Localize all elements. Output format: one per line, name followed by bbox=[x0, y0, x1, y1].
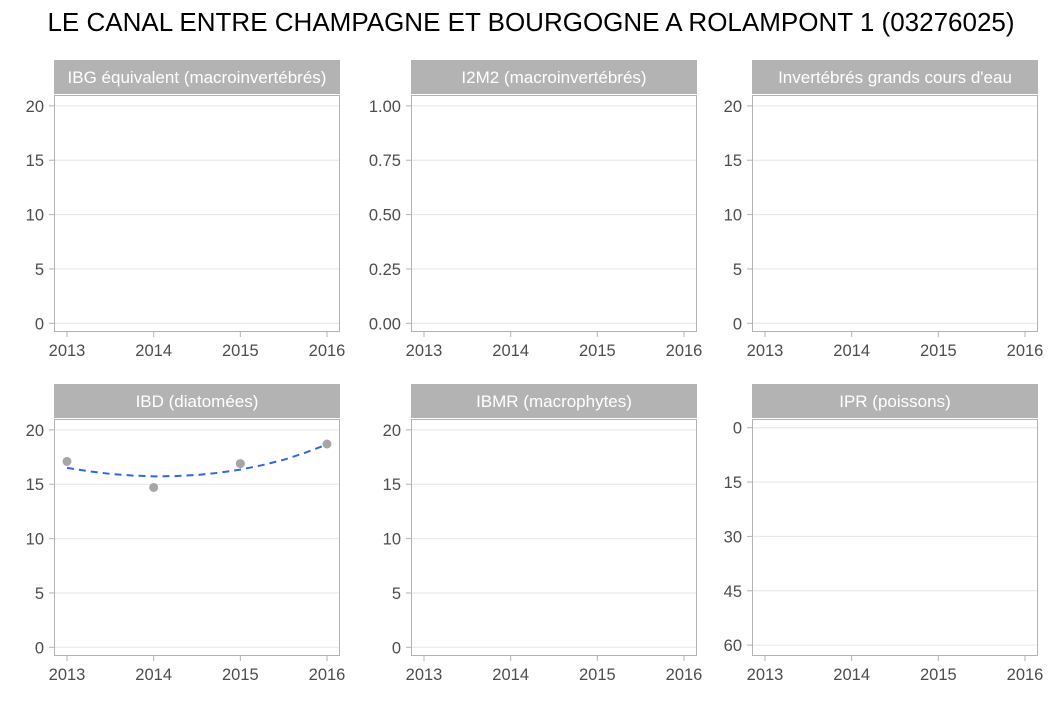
y-tick-label: 15 bbox=[724, 152, 742, 170]
x-tick-label: 2016 bbox=[1007, 342, 1044, 360]
panel-6: IPR (poissons) 0 15 30 45 60 2013 2014 2015 2016 bbox=[724, 384, 1044, 684]
panel-border bbox=[411, 419, 697, 656]
panel-strip bbox=[54, 384, 340, 418]
y-tick-label: 0 bbox=[35, 315, 44, 333]
data-point bbox=[235, 459, 245, 469]
figure-title: LE CANAL ENTRE CHAMPAGNE ET BOURGOGNE A … bbox=[47, 7, 1014, 37]
panel-strip bbox=[54, 60, 340, 94]
y-tick-label: 0.50 bbox=[369, 207, 401, 225]
x-tick-label: 2013 bbox=[747, 666, 784, 684]
y-tick-label: 5 bbox=[733, 261, 742, 279]
data-point bbox=[62, 456, 72, 466]
panel-strip bbox=[752, 384, 1038, 418]
x-tick-label: 2016 bbox=[309, 666, 346, 684]
x-tick-label: 2015 bbox=[579, 666, 616, 684]
x-tick-label: 2014 bbox=[833, 342, 870, 360]
y-tick-label: 5 bbox=[392, 585, 401, 603]
x-tick-label: 2015 bbox=[920, 666, 957, 684]
y-tick-label: 15 bbox=[724, 474, 742, 492]
y-tick-label: 15 bbox=[26, 476, 44, 494]
x-tick-label: 2016 bbox=[666, 666, 703, 684]
data-point bbox=[149, 482, 159, 492]
y-tick-label: 20 bbox=[724, 98, 742, 116]
y-tick-label: 1.00 bbox=[369, 98, 401, 116]
panel-title: IBG équivalent (macroinvertébrés) bbox=[68, 68, 327, 87]
data-point bbox=[322, 439, 332, 449]
panel-title: IBMR (macrophytes) bbox=[476, 392, 632, 411]
x-tick-label: 2013 bbox=[49, 666, 86, 684]
panel-5: IBMR (macrophytes) 0 5 10 15 20 2013 2014 2015 20… bbox=[383, 384, 703, 684]
y-tick-label: 0 bbox=[733, 315, 742, 333]
x-tick-label: 2013 bbox=[406, 342, 443, 360]
panel-strip bbox=[752, 60, 1038, 94]
panel-border bbox=[54, 419, 340, 656]
x-tick-label: 2013 bbox=[49, 342, 86, 360]
y-tick-label: 5 bbox=[35, 585, 44, 603]
y-tick-label: 15 bbox=[383, 476, 401, 494]
panel-title: I2M2 (macroinvertébrés) bbox=[461, 68, 646, 87]
panel-1: IBG équivalent (macroinvertébrés) 0 5 10 15 2… bbox=[26, 60, 346, 360]
panel-title: IPR (poissons) bbox=[839, 392, 950, 411]
trend-line bbox=[66, 443, 328, 478]
facet-panels: IBG équivalent (macroinvertébrés) 0 5 10 15 2… bbox=[26, 60, 1044, 684]
x-tick-label: 2014 bbox=[833, 666, 870, 684]
panel-border bbox=[752, 95, 1038, 332]
y-tick-label: 30 bbox=[724, 528, 742, 546]
y-tick-label: 10 bbox=[26, 207, 44, 225]
y-tick-label: 20 bbox=[26, 98, 44, 116]
y-tick-label: 15 bbox=[26, 152, 44, 170]
y-tick-label: 20 bbox=[26, 422, 44, 440]
y-tick-label: 0.00 bbox=[369, 315, 401, 333]
panel-title: IBD (diatomées) bbox=[136, 392, 259, 411]
y-tick-label: 10 bbox=[26, 531, 44, 549]
x-tick-label: 2016 bbox=[1007, 666, 1044, 684]
y-tick-label: 0 bbox=[392, 639, 401, 657]
y-tick-label: 0.75 bbox=[369, 152, 401, 170]
x-tick-label: 2015 bbox=[579, 342, 616, 360]
x-tick-label: 2014 bbox=[135, 666, 172, 684]
y-tick-label: 20 bbox=[383, 422, 401, 440]
panel-strip bbox=[411, 384, 697, 418]
y-tick-label: 45 bbox=[724, 583, 742, 601]
panel-strip bbox=[411, 60, 697, 94]
x-tick-label: 2013 bbox=[406, 666, 443, 684]
x-tick-label: 2015 bbox=[222, 342, 259, 360]
y-tick-label: 0 bbox=[733, 420, 742, 438]
y-tick-label: 0 bbox=[35, 639, 44, 657]
y-tick-label: 10 bbox=[724, 207, 742, 225]
x-tick-label: 2015 bbox=[920, 342, 957, 360]
x-tick-label: 2016 bbox=[666, 342, 703, 360]
panel-3: Invertébrés grands cours d'eau 0 5 10 15 20 20… bbox=[724, 60, 1044, 360]
panel-border bbox=[752, 419, 1038, 656]
panel-border bbox=[54, 95, 340, 332]
y-tick-label: 10 bbox=[383, 531, 401, 549]
panel-title: Invertébrés grands cours d'eau bbox=[778, 68, 1012, 87]
y-tick-label: 0.25 bbox=[369, 261, 401, 279]
x-tick-label: 2014 bbox=[135, 342, 172, 360]
x-tick-label: 2014 bbox=[492, 666, 529, 684]
panel-border bbox=[411, 95, 697, 332]
x-tick-label: 2013 bbox=[747, 342, 784, 360]
panel-2: I2M2 (macroinvertébrés) 0.00 0.25 0.50 0.75 1… bbox=[369, 60, 702, 360]
y-tick-label: 60 bbox=[724, 637, 742, 655]
panel-4: IBD (diatomées) 0 5 10 15 20 2013 2014 2015 2016 bbox=[26, 384, 346, 684]
x-tick-label: 2016 bbox=[309, 342, 346, 360]
x-tick-label: 2015 bbox=[222, 666, 259, 684]
x-tick-label: 2014 bbox=[492, 342, 529, 360]
y-tick-label: 5 bbox=[35, 261, 44, 279]
